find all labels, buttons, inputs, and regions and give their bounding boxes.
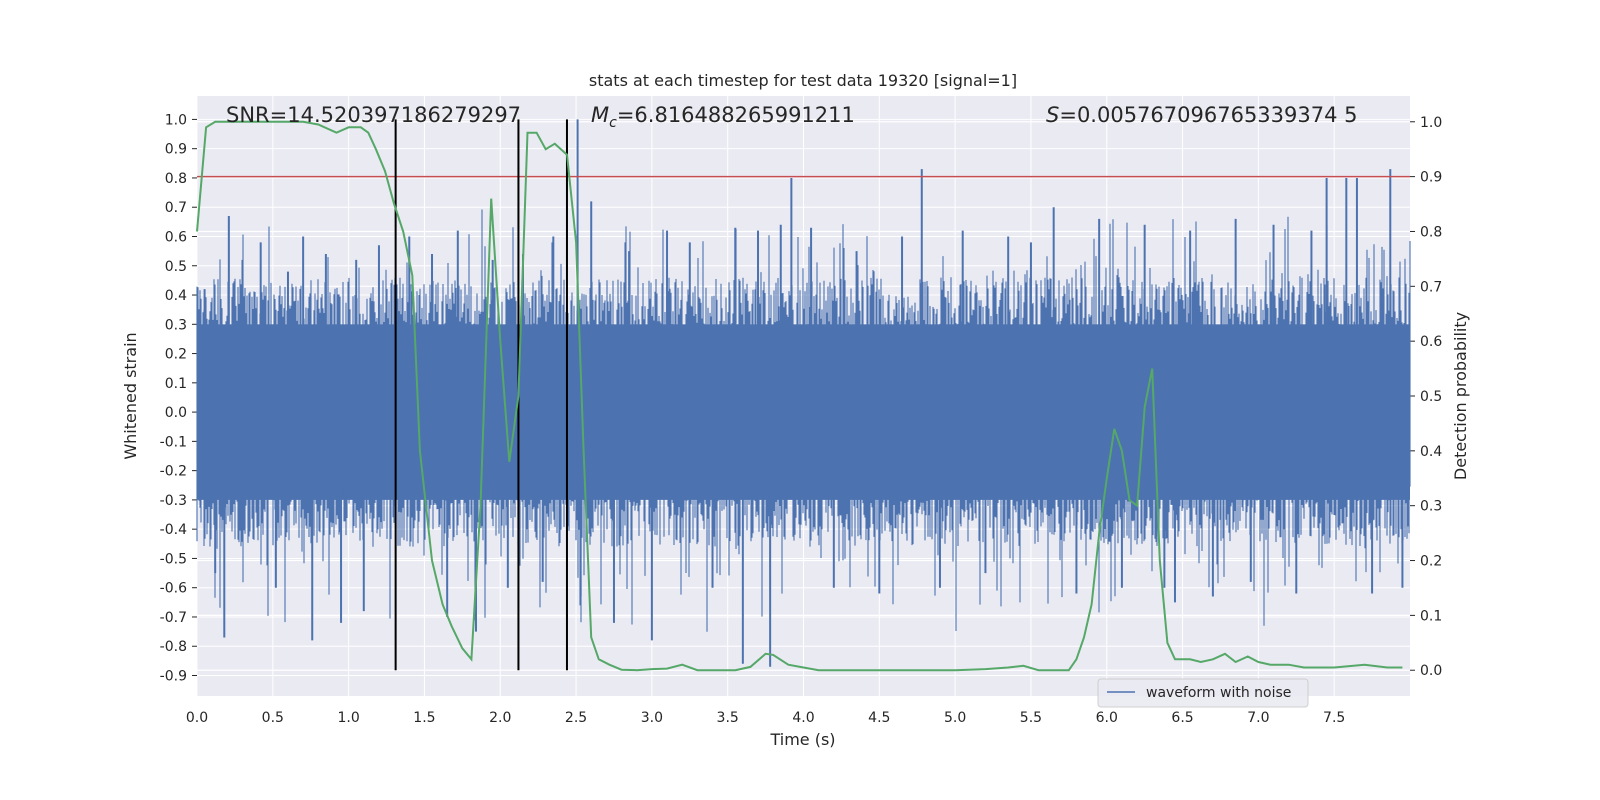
y-tick-label-left: -0.7 xyxy=(160,610,187,626)
x-tick-label: 4.0 xyxy=(792,710,814,726)
y-axis-right-ticks: 1.0 0.9 0.8 0.7 0.6 0.5 0.4 0.3 0.2 0.1 0.0 xyxy=(1410,115,1442,679)
legend-label-waveform: waveform with noise xyxy=(1146,685,1291,701)
y-tick-label-left: 0.8 xyxy=(165,171,187,187)
y-tick-label-left: 0.2 xyxy=(165,347,187,363)
x-tick-label: 1.5 xyxy=(413,710,435,726)
y-axis-left-label: Whitened strain xyxy=(121,332,140,459)
y-tick-label-left: -0.6 xyxy=(160,581,187,597)
y-axis-right-label: Detection probability xyxy=(1451,312,1470,480)
chirp-mass-annotation: Mc=6.816488265991211 xyxy=(591,103,855,131)
y-tick-label-left: 0.3 xyxy=(165,317,187,333)
y-tick-label-left: -0.1 xyxy=(160,434,187,450)
y-tick-label-left: -0.5 xyxy=(160,551,187,567)
x-tick-label: 4.5 xyxy=(868,710,890,726)
y-tick-label-left: -0.8 xyxy=(160,639,187,655)
series-waveform-with-noise xyxy=(196,119,1411,667)
x-tick-label: 2.0 xyxy=(489,710,511,726)
x-tick-label: 3.0 xyxy=(641,710,663,726)
y-tick-label-left: -0.9 xyxy=(160,669,187,685)
y-tick-label-right: 0.8 xyxy=(1420,224,1442,240)
x-tick-label: 3.5 xyxy=(717,710,739,726)
x-tick-label: 6.0 xyxy=(1096,710,1118,726)
y-tick-label-right: 0.2 xyxy=(1420,554,1442,570)
y-axis-left-ticks: 1.0 0.9 0.8 0.7 0.6 0.5 0.4 0.3 0.2 0.1 0.0 -0.1 -0.… xyxy=(160,112,197,685)
probability-line xyxy=(196,120,1403,672)
x-tick-label: 0.5 xyxy=(262,710,284,726)
y-tick-label-right: 0.4 xyxy=(1420,444,1442,460)
x-tick-label: 7.5 xyxy=(1323,710,1345,726)
x-tick-label: 5.5 xyxy=(1020,710,1042,726)
y-tick-label-left: 0.6 xyxy=(165,229,187,245)
y-tick-label-right: 0.3 xyxy=(1420,499,1442,515)
y-tick-label-left: 0.4 xyxy=(165,288,187,304)
series-detection-probability xyxy=(196,120,1403,672)
legend: waveform with noise xyxy=(1097,678,1309,708)
y-tick-label-right: 0.0 xyxy=(1420,663,1442,679)
x-axis-label: Time (s) xyxy=(769,730,835,749)
y-tick-label-right: 0.1 xyxy=(1420,608,1442,624)
chart-title: stats at each timestep for test data 193… xyxy=(589,71,1017,90)
y-tick-label-left: 0.9 xyxy=(165,142,187,158)
x-tick-label: 0.0 xyxy=(186,710,208,726)
y-tick-label-left: 1.0 xyxy=(165,112,187,128)
x-tick-label: 1.0 xyxy=(337,710,359,726)
y-tick-label-left: 0.1 xyxy=(165,376,187,392)
snr-annotation: SNR=14.520397186279297 xyxy=(226,103,521,127)
y-tick-label-left: 0.5 xyxy=(165,259,187,275)
x-tick-label: 6.5 xyxy=(1171,710,1193,726)
y-tick-label-right: 0.7 xyxy=(1420,279,1442,295)
x-tick-label: 5.0 xyxy=(944,710,966,726)
x-tick-label: 7.0 xyxy=(1247,710,1269,726)
y-tick-label-right: 1.0 xyxy=(1420,115,1442,131)
x-axis-ticks: 0.0 0.5 1.0 1.5 2.0 2.5 3.0 3.5 4.0 4.5 5.0 5.5 6.0 6… xyxy=(186,710,1345,726)
y-tick-label-left: -0.3 xyxy=(160,493,187,509)
y-tick-label-right: 0.5 xyxy=(1420,389,1442,405)
legend-box xyxy=(1097,678,1309,708)
y-tick-label-left: 0.7 xyxy=(165,200,187,216)
x-tick-label: 2.5 xyxy=(565,710,587,726)
y-tick-label-left: -0.4 xyxy=(160,522,187,538)
y-tick-label-right: 0.6 xyxy=(1420,334,1442,350)
y-tick-label-left: -0.2 xyxy=(160,464,187,480)
score-annotation: S=0.005767096765339374 5 xyxy=(1046,103,1358,127)
y-tick-label-right: 0.9 xyxy=(1420,170,1442,186)
y-tick-label-left: 0.0 xyxy=(165,405,187,421)
